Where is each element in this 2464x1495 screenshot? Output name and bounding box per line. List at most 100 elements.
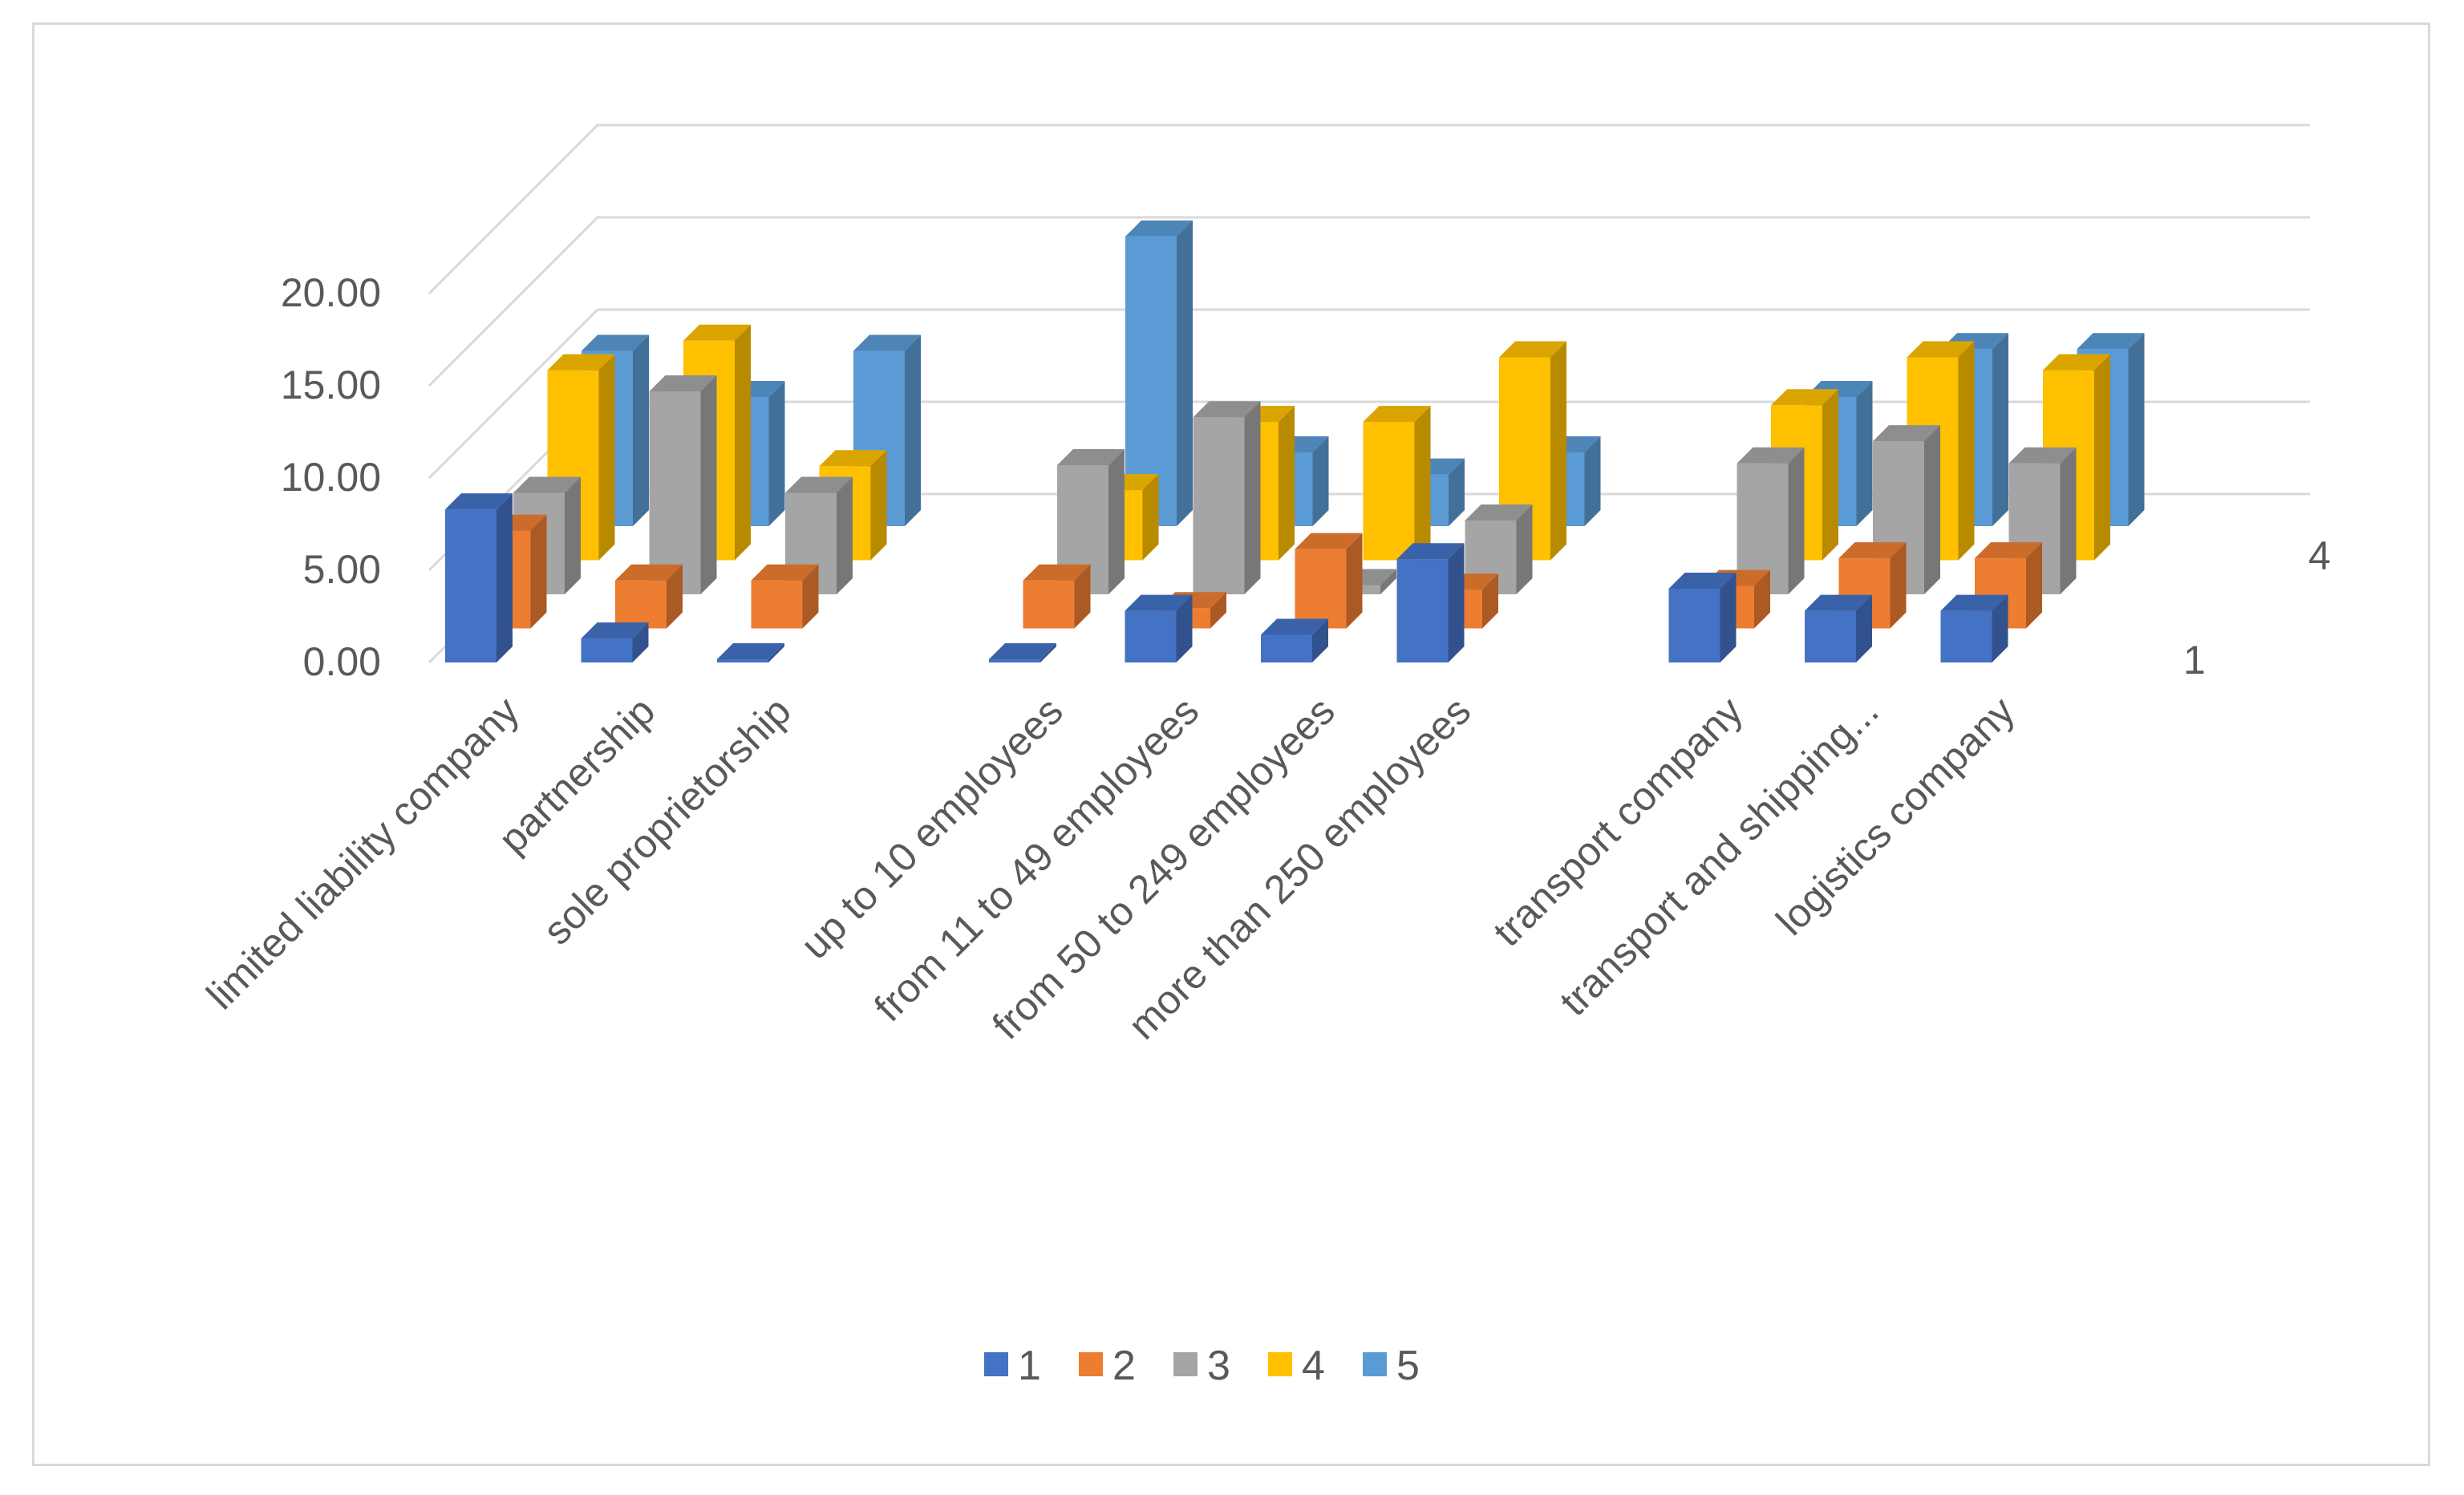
bar-top: [1940, 594, 2008, 611]
bar-side: [700, 375, 717, 594]
bar-series-2: [751, 564, 819, 629]
bar-side: [1449, 458, 1465, 526]
bar-top: [1295, 533, 1363, 549]
bar-front: [1023, 580, 1075, 629]
bar-side: [1788, 447, 1805, 594]
bar-top: [683, 324, 751, 341]
bar-top: [1668, 573, 1737, 589]
bar-series-1: [1396, 543, 1465, 662]
bar-side: [667, 564, 683, 629]
bar-top: [581, 622, 649, 639]
bar-top: [1125, 220, 1193, 237]
legend-label: 5: [1396, 1343, 1420, 1389]
bar-side: [2094, 354, 2110, 561]
bar-front: [1805, 610, 1856, 662]
bar-series-2: [1023, 564, 1091, 629]
bar-series-1: [445, 493, 513, 662]
bar-side: [1890, 542, 1907, 629]
bar-front: [1193, 417, 1245, 594]
bar-series-3: [1193, 401, 1261, 594]
gridline: [428, 216, 2310, 387]
bar-side: [565, 476, 581, 594]
bar-side: [1822, 389, 1838, 561]
bar-top: [785, 476, 853, 493]
bar-front: [1668, 589, 1720, 662]
bar-top: [615, 564, 683, 581]
bar-side: [1550, 341, 1566, 561]
bar-side: [1108, 449, 1125, 594]
category-label: limited liability company: [198, 688, 528, 1018]
bar-side: [735, 324, 751, 561]
bar-top: [1907, 341, 1975, 358]
bar-side: [1279, 406, 1295, 561]
bar-side: [1856, 381, 1873, 526]
bar-side: [1074, 564, 1091, 629]
bar-side: [1482, 573, 1498, 629]
legend-swatch: [1363, 1352, 1387, 1376]
bar-side: [2026, 542, 2042, 629]
bar-front: [751, 580, 803, 629]
bar-side: [1754, 569, 1770, 629]
bar-series-2: [615, 564, 683, 629]
bar-series-1: [1668, 573, 1737, 662]
bar-top: [649, 375, 717, 391]
bar-series-1: [1805, 594, 1872, 662]
bar-top: [1396, 543, 1465, 560]
legend-label: 1: [1018, 1343, 1041, 1389]
bar-side: [2128, 333, 2145, 526]
bar-side: [632, 622, 649, 662]
bar-side: [633, 334, 649, 526]
bar-top: [1873, 425, 1940, 442]
bar-series-1: [717, 643, 784, 662]
bar-top: [1838, 542, 1907, 559]
bar-front: [1940, 610, 1992, 662]
legend-swatch: [1079, 1352, 1103, 1376]
bar-side: [1924, 425, 1940, 594]
category-label: sole proprietorship: [534, 688, 799, 953]
bar-side: [598, 354, 615, 561]
bar-top: [1737, 447, 1805, 464]
depth-axis-label: 4: [2308, 533, 2331, 578]
bar-side: [1380, 569, 1396, 594]
bar-top: [853, 334, 921, 351]
bar-side: [1142, 474, 1159, 561]
bar-front: [1125, 610, 1177, 662]
bar-side: [1177, 220, 1193, 526]
bar-side: [1516, 504, 1533, 594]
bar-side: [870, 450, 887, 561]
bar-top: [1499, 341, 1566, 358]
gridline: [428, 308, 2310, 480]
legend-swatch: [1173, 1352, 1198, 1376]
bar-series-1: [989, 643, 1056, 662]
bar-series-2: [1295, 533, 1363, 629]
bar-side: [2060, 447, 2077, 594]
y-tick-label: 20.00: [281, 270, 381, 315]
bar-top: [1975, 542, 2042, 559]
bar-side: [1176, 594, 1193, 662]
legend-swatch: [984, 1352, 1008, 1376]
bar-series-1: [1940, 594, 2008, 662]
legend-label: 3: [1207, 1343, 1230, 1389]
y-tick-label: 0.00: [303, 639, 381, 684]
bar-top: [1057, 449, 1125, 465]
bar-side: [768, 643, 784, 662]
bar-top: [751, 564, 819, 581]
bar-side: [1856, 594, 1872, 662]
depth-axis-label: 1: [2183, 638, 2206, 683]
chart-frame: [32, 22, 2430, 1466]
y-tick-label: 5.00: [303, 547, 381, 592]
bar-side: [837, 476, 853, 594]
bar-top: [1805, 594, 1872, 611]
bar-side: [1720, 573, 1737, 662]
legend-label: 2: [1112, 1343, 1136, 1389]
bar-top: [1193, 401, 1261, 418]
bar-front: [615, 580, 667, 629]
bar-side: [1584, 436, 1601, 526]
bar-side: [1210, 592, 1226, 629]
category-label: up to 10 employees: [792, 688, 1072, 967]
bar-series-1: [1261, 618, 1328, 662]
bar-front: [717, 659, 768, 662]
bar-side: [1992, 333, 2008, 526]
bar-front: [649, 391, 701, 594]
